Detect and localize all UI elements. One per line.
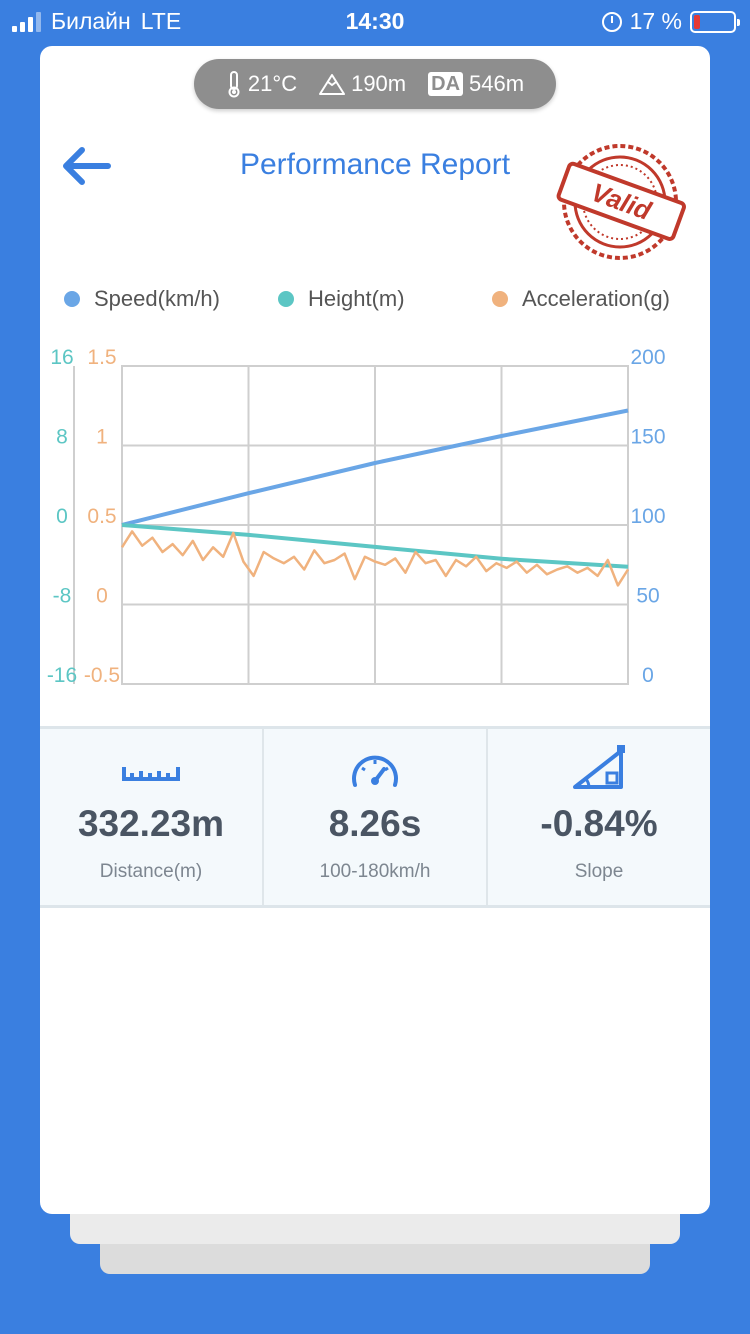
tick-label-speed-right: 150: [630, 426, 665, 449]
density-altitude-value: 546m: [469, 71, 525, 96]
time-label: 100-180km/h: [319, 861, 431, 882]
tick-label-speed-right: 50: [636, 585, 659, 608]
valid-stamp: Valid: [556, 144, 686, 260]
mountain-icon: [319, 74, 346, 95]
thermometer-icon: [228, 71, 240, 98]
network-type: LTE: [140, 8, 182, 34]
legend-acceleration-label: Acceleration(g): [522, 286, 670, 311]
battery-icon: [690, 10, 740, 33]
series-acceleration-line: [120, 530, 630, 587]
tick-label-height-left: -8: [53, 585, 72, 608]
legend-height: Height(m): [278, 286, 405, 312]
status-left: Билайн LTE: [12, 8, 181, 35]
page-title: Performance Report: [239, 148, 511, 181]
tick-label-speed-right: 0: [642, 664, 654, 687]
tick-label-speed-right: 100: [630, 505, 665, 528]
legend-height-dot: [278, 291, 294, 307]
distance-value: 332.23m: [77, 803, 225, 844]
legend-speed-label: Speed(km/h): [94, 286, 220, 311]
stat-time: 8.26s 100-180km/h: [262, 729, 486, 905]
density-altitude-item: DA 546m: [428, 71, 524, 97]
tick-label-height-left: 0: [56, 505, 68, 528]
slope-icon: [573, 745, 625, 789]
signal-icon: [12, 11, 41, 32]
back-button[interactable]: [58, 142, 114, 190]
tick-label-acceleration-left: 0.5: [87, 505, 116, 528]
legend-height-label: Height(m): [308, 286, 405, 311]
arrow-left-icon: [63, 147, 111, 185]
status-time: 14:30: [345, 8, 405, 34]
tick-label-height-left: 16: [50, 346, 73, 369]
tick-label-acceleration-left: 0: [96, 585, 108, 608]
report-card: 21°C 190m DA 546m Performance Report Val…: [40, 46, 710, 1214]
slope-label: Slope: [574, 861, 624, 882]
alarm-icon: [601, 11, 622, 32]
temperature-value: 21°C: [247, 71, 298, 96]
altitude-value: 190m: [351, 71, 407, 96]
conditions-pill: 21°C 190m DA 546m: [194, 59, 556, 109]
carrier-name: Билайн: [51, 8, 131, 34]
tick-label-height-left: 8: [56, 426, 68, 449]
battery-level: [694, 14, 701, 29]
tick-label-height-left: -16: [47, 664, 77, 687]
stat-distance: 332.23m Distance(m): [40, 729, 262, 905]
stats-panel: 332.23m Distance(m) 8.26s 100-180km/h: [40, 726, 710, 908]
battery-percent: 17 %: [629, 8, 682, 34]
series-height-line: [121, 523, 629, 569]
status-right: 17 %: [601, 8, 740, 35]
legend-speed-dot: [64, 291, 80, 307]
time-value: 8.26s: [328, 803, 422, 844]
legend-acceleration: Acceleration(g): [492, 286, 670, 312]
legend-speed: Speed(km/h): [64, 286, 220, 312]
card-stack-back: [100, 1238, 650, 1274]
performance-chart: 16 8 0 -8 -16 1.5 1 0.5 0 -0.5 200 150 100 50 0: [47, 346, 666, 687]
tick-label-acceleration-left: 1.5: [87, 346, 116, 369]
da-badge: DA: [428, 72, 464, 96]
stat-slope: -0.84% Slope: [486, 729, 710, 905]
card-stack-middle: [70, 1208, 680, 1244]
distance-label: Distance(m): [99, 861, 203, 882]
slope-value: -0.84%: [540, 803, 658, 844]
series-speed-line: [121, 408, 629, 527]
ruler-icon: [122, 767, 180, 781]
status-bar: Билайн LTE 14:30 17 %: [0, 0, 750, 42]
legend-acceleration-dot: [492, 291, 508, 307]
temperature-item: 21°C: [226, 70, 297, 98]
tick-label-acceleration-left: -0.5: [84, 664, 120, 687]
altitude-item: 190m: [319, 71, 406, 97]
speedometer-icon: [352, 755, 398, 787]
chart-legend: Speed(km/h) Height(m) Acceleration(g): [64, 286, 694, 316]
tick-label-speed-right: 200: [630, 346, 665, 369]
tick-label-acceleration-left: 1: [96, 426, 108, 449]
